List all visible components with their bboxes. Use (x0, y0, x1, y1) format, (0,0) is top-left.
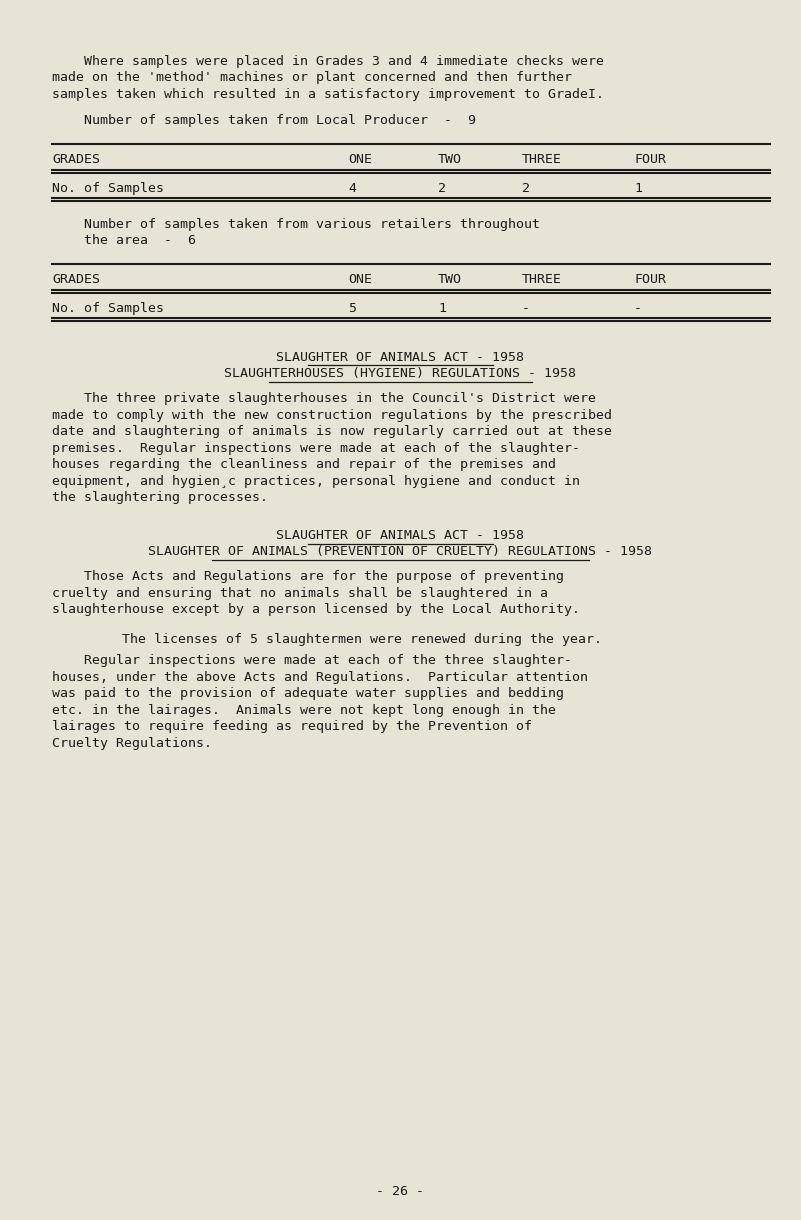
Text: GRADES: GRADES (52, 154, 100, 166)
Text: slaughterhouse except by a person licensed by the Local Authority.: slaughterhouse except by a person licens… (52, 603, 580, 616)
Text: the slaughtering processes.: the slaughtering processes. (52, 490, 268, 504)
Text: houses regarding the cleanliness and repair of the premises and: houses regarding the cleanliness and rep… (52, 458, 556, 471)
Text: -: - (634, 301, 642, 315)
Text: premises.  Regular inspections were made at each of the slaughter-: premises. Regular inspections were made … (52, 442, 580, 455)
Text: -: - (522, 301, 530, 315)
Text: samples taken which resulted in a satisfactory improvement to GradeI.: samples taken which resulted in a satisf… (52, 88, 604, 101)
Text: etc. in the lairages.  Animals were not kept long enough in the: etc. in the lairages. Animals were not k… (52, 704, 556, 717)
Text: equipment, and hygieņc practices, personal hygiene and conduct in: equipment, and hygieņc practices, perso… (52, 475, 580, 488)
Text: TWO: TWO (438, 273, 462, 285)
Text: 5: 5 (348, 301, 356, 315)
Text: 2: 2 (438, 182, 446, 195)
Text: made to comply with the new construction regulations by the prescribed: made to comply with the new construction… (52, 409, 612, 422)
Text: Where samples were placed in Grades 3 and 4 immediate checks were: Where samples were placed in Grades 3 an… (52, 55, 604, 68)
Text: No. of Samples: No. of Samples (52, 301, 164, 315)
Text: SLAUGHTER OF ANIMALS ACT - 1958: SLAUGHTER OF ANIMALS ACT - 1958 (276, 529, 525, 542)
Text: Number of samples taken from Local Producer  -  9: Number of samples taken from Local Produ… (52, 115, 476, 127)
Text: GRADES: GRADES (52, 273, 100, 285)
Text: Regular inspections were made at each of the three slaughter-: Regular inspections were made at each of… (52, 654, 572, 667)
Text: was paid to the provision of adequate water supplies and bedding: was paid to the provision of adequate wa… (52, 687, 564, 700)
Text: 2: 2 (522, 182, 530, 195)
Text: SLAUGHTER OF ANIMALS (PREVENTION OF CRUELTY) REGULATIONS - 1958: SLAUGHTER OF ANIMALS (PREVENTION OF CRUE… (148, 545, 653, 559)
Text: The licenses of 5 slaughtermen were renewed during the year.: The licenses of 5 slaughtermen were rene… (90, 633, 602, 645)
Text: the area  -  6: the area - 6 (52, 234, 196, 248)
Text: date and slaughtering of animals is now regularly carried out at these: date and slaughtering of animals is now … (52, 425, 612, 438)
Text: Those Acts and Regulations are for the purpose of preventing: Those Acts and Regulations are for the p… (52, 570, 564, 583)
Text: ONE: ONE (348, 154, 372, 166)
Text: 4: 4 (348, 182, 356, 195)
Text: lairages to require feeding as required by the Prevention of: lairages to require feeding as required … (52, 720, 532, 733)
Text: SLAUGHTERHOUSES (HYGIENE) REGULATIONS - 1958: SLAUGHTERHOUSES (HYGIENE) REGULATIONS - … (224, 367, 577, 381)
Text: cruelty and ensuring that no animals shall be slaughtered in a: cruelty and ensuring that no animals sha… (52, 587, 548, 600)
Text: ONE: ONE (348, 273, 372, 285)
Text: made on the 'method' machines or plant concerned and then further: made on the 'method' machines or plant c… (52, 72, 572, 84)
Text: houses, under the above Acts and Regulations.  Particular attention: houses, under the above Acts and Regulat… (52, 671, 588, 684)
Text: FOUR: FOUR (634, 154, 666, 166)
Text: The three private slaughterhouses in the Council's District were: The three private slaughterhouses in the… (52, 392, 596, 405)
Text: Number of samples taken from various retailers throughout: Number of samples taken from various ret… (52, 217, 540, 231)
Text: Cruelty Regulations.: Cruelty Regulations. (52, 737, 212, 750)
Text: No. of Samples: No. of Samples (52, 182, 164, 195)
Text: SLAUGHTER OF ANIMALS ACT - 1958: SLAUGHTER OF ANIMALS ACT - 1958 (276, 351, 525, 364)
Text: 1: 1 (634, 182, 642, 195)
Text: - 26 -: - 26 - (376, 1185, 425, 1198)
Text: THREE: THREE (522, 273, 562, 285)
Text: 1: 1 (438, 301, 446, 315)
Text: FOUR: FOUR (634, 273, 666, 285)
Text: TWO: TWO (438, 154, 462, 166)
Text: THREE: THREE (522, 154, 562, 166)
